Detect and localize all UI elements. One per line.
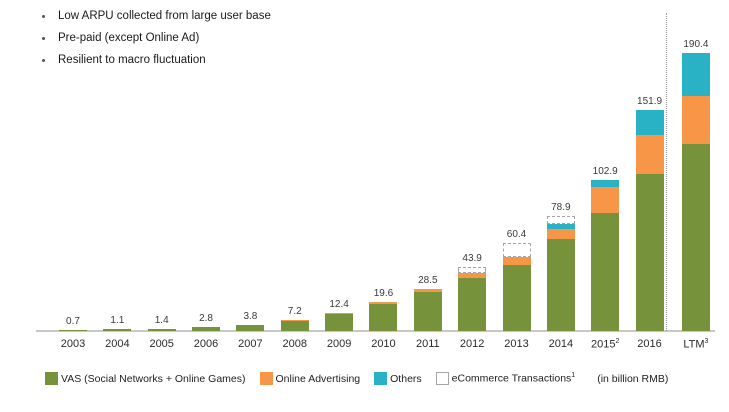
bar-segment-vas-social-networks-online-games xyxy=(458,278,487,331)
bar-segment-online-advertising xyxy=(591,187,620,213)
x-axis-label: 2016 xyxy=(637,338,662,350)
bar-segment-others xyxy=(591,180,620,187)
bar-segment-online-advertising xyxy=(280,320,309,321)
bar-segment-online-advertising xyxy=(502,257,531,265)
bullet-list: Low ARPU collected from large user base … xyxy=(38,10,271,76)
bar-value-label: 7.2 xyxy=(287,306,302,317)
bar-segment-vas-social-networks-online-games xyxy=(502,265,531,331)
x-axis-label: 2010 xyxy=(371,338,396,350)
bar-segment-vas-social-networks-online-games xyxy=(325,314,354,331)
x-axis-label: 2003 xyxy=(60,338,86,350)
bar-segment-others xyxy=(681,53,710,96)
bar-value-label: 60.4 xyxy=(506,229,527,240)
bar-segment-ecommerce-transactions xyxy=(546,216,575,224)
bar-segment-online-advertising xyxy=(546,229,575,239)
legend-label: eCommerce Transactions1 xyxy=(451,372,576,385)
bullet-item-arpu: Low ARPU collected from large user base xyxy=(38,10,271,23)
bar-segment-online-advertising xyxy=(369,302,398,304)
bar-segment-ecommerce-transactions xyxy=(502,243,531,257)
bar-segment-vas-social-networks-online-games xyxy=(192,327,221,331)
ltm-separator-line xyxy=(666,13,667,331)
legend-label: VAS (Social Networks + Online Games) xyxy=(61,372,246,385)
x-axis-label: 2005 xyxy=(149,338,174,350)
bar-value-label: 0.7 xyxy=(66,316,80,327)
bar-value-label: 102.9 xyxy=(592,166,618,177)
x-axis-label: 2008 xyxy=(282,338,307,350)
bar-value-label: 19.6 xyxy=(373,288,394,299)
bar-value-label: 1.1 xyxy=(110,315,125,326)
x-axis-label: 2011 xyxy=(415,338,440,350)
legend-item-ecommerce-transactions: eCommerce Transactions1 xyxy=(435,372,576,385)
bar-segment-vas-social-networks-online-games xyxy=(280,321,309,331)
bar-value-label: 151.9 xyxy=(637,96,663,107)
bar-value-label: 2.8 xyxy=(199,313,213,324)
bar-segment-others xyxy=(635,110,664,135)
bar-segment-vas-social-networks-online-games xyxy=(147,329,176,331)
bar-segment-vas-social-networks-online-games xyxy=(59,330,87,331)
bar-value-label: 43.9 xyxy=(462,253,482,264)
legend-swatch xyxy=(259,372,273,385)
x-axis-label: 2013 xyxy=(504,338,529,350)
unit-note: (in billion RMB) xyxy=(597,372,669,385)
bar-segment-online-advertising xyxy=(458,273,487,278)
bar-segment-online-advertising xyxy=(681,96,710,144)
bar-value-label: 190.4 xyxy=(683,39,709,50)
x-axis-label: 2012 xyxy=(459,338,485,350)
bar-segment-others xyxy=(546,224,575,229)
legend-label: Online Advertising xyxy=(275,372,361,385)
bar-segment-vas-social-networks-online-games xyxy=(635,174,664,331)
legend-item-online-advertising: Online Advertising xyxy=(259,372,361,385)
bar-value-label: 1.4 xyxy=(154,315,169,326)
bullet-item-resilient: Resilient to macro fluctuation xyxy=(38,54,271,67)
bar-segment-online-advertising xyxy=(413,289,442,292)
bar-value-label: 3.8 xyxy=(243,311,258,322)
bar-value-label: 78.9 xyxy=(551,202,571,213)
bar-segment-vas-social-networks-online-games xyxy=(103,329,132,331)
legend-item-others: Others xyxy=(374,372,422,385)
bar-segment-vas-social-networks-online-games xyxy=(413,292,442,331)
x-axis-label: 20152 xyxy=(590,338,620,351)
bullet-item-prepaid: Pre-paid (except Online Ad) xyxy=(38,32,271,45)
bar-segment-vas-social-networks-online-games xyxy=(369,304,398,331)
bar-segment-vas-social-networks-online-games xyxy=(591,213,620,331)
legend-swatch xyxy=(374,372,388,385)
legend-label: Others xyxy=(390,372,422,385)
bar-segment-vas-social-networks-online-games xyxy=(236,325,265,331)
x-axis-line xyxy=(36,330,715,332)
bar-segment-online-advertising xyxy=(325,313,354,314)
x-axis-label: 2007 xyxy=(238,338,263,350)
x-axis-label: LTM3 xyxy=(683,338,709,351)
x-axis-label: 2006 xyxy=(193,338,219,350)
bar-segment-ecommerce-transactions xyxy=(458,267,487,273)
x-axis-label: 2014 xyxy=(548,338,574,350)
bar-segment-online-advertising xyxy=(635,135,664,174)
bar-value-label: 28.5 xyxy=(418,275,438,286)
bar-segment-vas-social-networks-online-games xyxy=(681,144,710,331)
x-axis-label: 2004 xyxy=(105,338,130,350)
bar-value-label: 12.4 xyxy=(329,299,349,310)
legend-item-vas-social-networks-online-games: VAS (Social Networks + Online Games) xyxy=(45,372,246,385)
bar-segment-vas-social-networks-online-games xyxy=(546,239,575,331)
chart-legend: VAS (Social Networks + Online Games) Onli… xyxy=(45,372,668,385)
legend-swatch xyxy=(435,372,449,385)
legend-swatch xyxy=(45,372,58,385)
x-axis-label: 2009 xyxy=(326,338,352,350)
